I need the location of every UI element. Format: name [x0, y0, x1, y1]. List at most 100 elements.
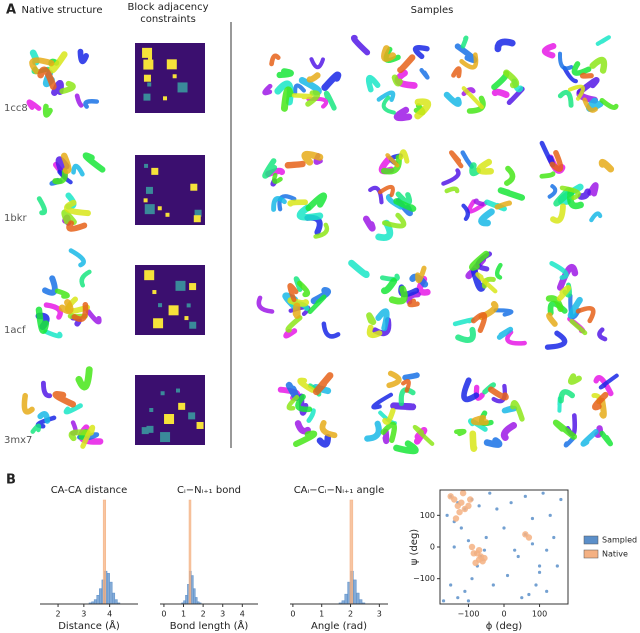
protein-strand [286, 394, 300, 411]
protein-strand [545, 295, 564, 312]
scatter-point [452, 515, 460, 522]
histogram-bar [193, 588, 196, 605]
protein-strand [470, 267, 486, 292]
x-tick-label: 4 [107, 610, 112, 619]
protein-strand [455, 326, 476, 344]
histogram-bar [96, 594, 100, 605]
scatter-point [459, 489, 467, 497]
scatter-point [516, 554, 520, 559]
adjacency-block [152, 290, 157, 295]
protein-strand [26, 99, 42, 111]
scatter-point [459, 526, 463, 530]
protein-strand [58, 299, 74, 315]
protein-strand [461, 87, 476, 97]
panel-label: A [6, 3, 16, 18]
protein-strand [469, 250, 490, 271]
protein-strand [30, 423, 42, 434]
protein-strand [386, 370, 402, 389]
protein-strand [395, 191, 413, 206]
scatter-point [552, 535, 556, 540]
protein-strand [398, 149, 410, 164]
protein-strand [510, 400, 525, 422]
adjacency-block [177, 82, 188, 93]
scatter-point [488, 491, 492, 495]
scatter-point [505, 573, 510, 578]
x-tick-label: 3 [377, 610, 382, 619]
protein-strand [461, 203, 470, 221]
protein-strand [59, 80, 76, 95]
protein-strand [276, 68, 294, 79]
protein-strand [313, 222, 330, 239]
scatter-point [441, 599, 446, 603]
protein-strand [406, 291, 421, 305]
x-tick-label: 2 [201, 610, 206, 619]
protein-render [541, 35, 619, 113]
scatter-point [509, 501, 513, 505]
column-header: Block adjacency constraints [127, 2, 209, 25]
protein-strand [40, 380, 53, 399]
adjacency-block [196, 421, 204, 429]
protein-strand [82, 152, 106, 173]
protein-strand [42, 275, 58, 296]
adjacency-block [175, 280, 186, 291]
adjacency-block [149, 408, 154, 413]
protein-strand [310, 286, 331, 305]
protein-strand [35, 306, 50, 334]
protein-strand [487, 386, 509, 401]
protein-render [443, 35, 525, 114]
x-tick-label: 100 [532, 610, 547, 619]
protein-strand [293, 83, 306, 95]
protein-strand [552, 419, 578, 440]
x-axis-label: Bond length (Å) [170, 619, 249, 632]
protein-strand [454, 428, 467, 437]
protein-strand [599, 430, 613, 447]
protein-strand [496, 326, 514, 340]
protein-strand [412, 424, 435, 446]
scatter-point [467, 496, 474, 503]
adjacency-block [157, 206, 162, 211]
protein-strand [443, 91, 462, 107]
adjacency-block [158, 303, 163, 308]
protein-strand [547, 184, 558, 199]
x-tick-label: 3 [220, 610, 225, 619]
scatter-point [530, 542, 535, 546]
chart-title: CA-CA distance [51, 485, 128, 496]
protein-render [262, 150, 330, 239]
protein-strand [371, 392, 394, 410]
protein-strand [366, 312, 377, 326]
protein-strand [482, 382, 496, 395]
scatter-point [475, 546, 483, 554]
protein-strand [305, 90, 321, 107]
protein-strand [287, 199, 309, 207]
protein-strand [393, 198, 417, 212]
protein-strand [285, 315, 303, 333]
protein-strand [582, 97, 598, 113]
protein-strand [271, 172, 283, 184]
histogram-bar [185, 594, 188, 605]
protein-strand [295, 394, 313, 413]
protein-strand [368, 185, 384, 205]
protein-strand [321, 321, 341, 339]
protein-strand [569, 318, 588, 336]
protein-strand [553, 186, 572, 207]
x-tick-label: 3 [81, 610, 86, 619]
protein-strand [449, 150, 464, 169]
x-tick-label: 0 [161, 610, 166, 619]
scatter-point [537, 570, 542, 574]
protein-strand [476, 158, 494, 175]
protein-strand [568, 373, 582, 385]
adjacency-block [143, 93, 151, 101]
protein-strand [390, 402, 417, 411]
protein-render [351, 34, 432, 122]
protein-strand [306, 72, 321, 83]
adjacency-block [188, 412, 196, 420]
protein-strand [470, 312, 488, 334]
protein-strand [393, 106, 413, 122]
protein-strand [284, 160, 306, 169]
protein-strand [294, 420, 311, 435]
protein-strand [262, 83, 273, 96]
scatter-point [466, 599, 471, 603]
x-tick-label: 4 [240, 610, 245, 619]
scatter-point [456, 596, 460, 600]
adjacency-block [151, 167, 159, 175]
